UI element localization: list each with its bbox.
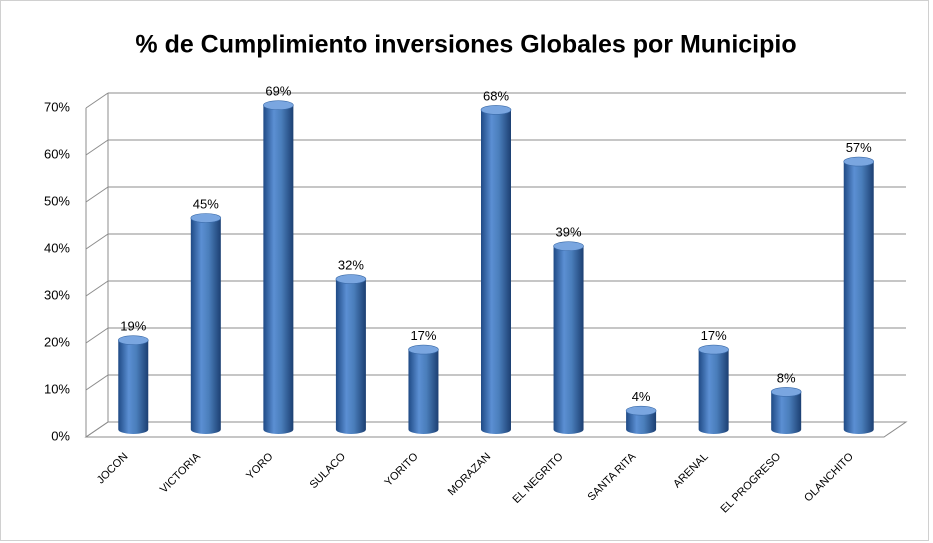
grid-line-side [85,139,109,156]
bar [843,161,874,434]
value-label: 68% [483,88,509,103]
bar [771,391,802,434]
grid-line-side [85,280,109,297]
bar-top [625,405,657,416]
y-tick-label: 50% [44,193,70,208]
value-label: 4% [632,389,651,404]
grid-line-side [85,186,109,203]
bar-top [263,100,294,110]
grid-line-side [85,92,109,109]
y-tick-label: 30% [44,287,70,302]
y-tick-label: 40% [44,240,70,255]
bar [481,109,511,435]
grid-line-side [85,233,109,250]
bar [553,246,584,434]
bar-top [480,105,512,115]
y-tick-label: 70% [44,99,70,114]
bar-top [117,335,149,346]
value-label: 17% [701,328,727,343]
grid-line-side [85,327,109,344]
value-label: 57% [846,140,872,155]
bar-top [843,156,875,167]
bar-top [190,213,222,223]
bar [626,410,657,434]
y-tick-label: 10% [44,381,70,396]
y-tick-label: 60% [44,146,70,161]
bar-top [335,274,367,284]
bar [698,349,729,434]
y-tick-label: 0% [51,428,70,443]
bar [263,105,294,434]
value-label: 69% [265,84,291,99]
chart-title: % de Cumplimiento inversiones Globales p… [135,31,796,59]
grid-line-side [85,374,109,391]
bar-top [408,344,439,355]
bar [190,218,221,434]
value-label: 45% [193,196,219,211]
bar-top [698,344,729,355]
grid-line-side [85,421,109,438]
value-label: 8% [777,370,796,385]
bar-top [770,387,802,397]
value-label: 17% [410,328,436,343]
y-tick-label: 20% [44,334,70,349]
value-label: 32% [338,258,364,273]
value-label: 39% [556,225,582,240]
bar-top [553,241,584,251]
bar [118,340,149,434]
bar [335,279,366,434]
bar [408,349,439,434]
value-label: 19% [120,319,146,334]
